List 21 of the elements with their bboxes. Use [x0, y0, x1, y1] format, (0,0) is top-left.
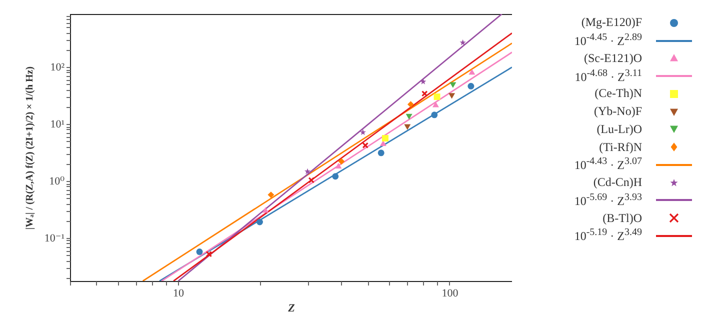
legend-label: 10$^{-4.45}$ · Z$^{2.89}$ [573, 32, 642, 50]
y-tick-label: 10¹ [50, 118, 64, 130]
legend-label: 10$^{-4.68}$ · Z$^{3.11}$ [574, 68, 642, 85]
y-tick-label: 10⁰ [49, 175, 66, 188]
legend-label: 10$^{-5.19}$ · Z$^{3.49}$ [573, 227, 642, 244]
y-axis-title: |Wₐ| / (R(Z,A) f(Z) (2I+1)/2) × 1/(h Hz) [24, 66, 36, 230]
legend-label: 10$^{-4.43}$ · Z$^{3.07}$ [573, 156, 642, 174]
x-tick-label: 10 [173, 288, 185, 300]
legend-label: (Yb-No)F [593, 104, 642, 120]
legend-label: (Ti-Rf)N [598, 140, 642, 155]
legend-label: (Ce-Th)N [594, 86, 642, 102]
legend-label: (Cd-Cn)H [592, 175, 642, 190]
y-tick-label: 10⁻¹ [44, 232, 64, 244]
x-tick-label: 100 [442, 288, 459, 300]
legend-label: 10$^{-5.69}$ · Z$^{3.93}$ [573, 192, 642, 209]
legend-label: (Lu-Lr)O [596, 122, 642, 137]
x-axis-title: Z [287, 302, 296, 314]
legend-label: (Mg-E120)F [580, 15, 642, 30]
legend-label: (B-Tl)O [602, 210, 642, 226]
legend-label: (Sc-E121)O [583, 50, 642, 66]
y-tick-label: 10² [50, 61, 66, 74]
